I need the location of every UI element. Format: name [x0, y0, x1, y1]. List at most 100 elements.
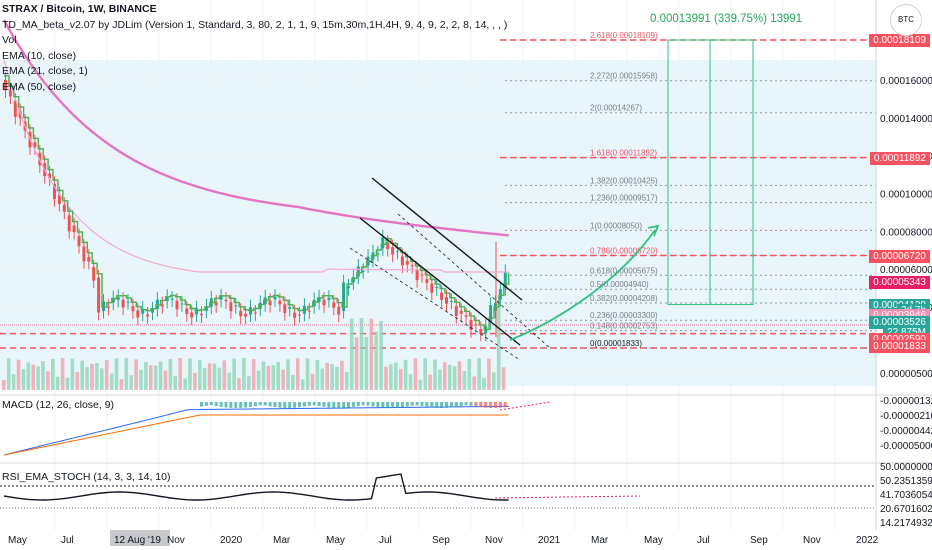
volume-bar: [134, 359, 138, 390]
indicator-ema-10[interactable]: EMA (10, close): [2, 49, 77, 62]
rsi-legend[interactable]: RSI_EMA_STOCH (14, 3, 3, 14, 10): [2, 471, 171, 483]
volume-bar: [227, 372, 231, 390]
candle-body: [219, 296, 223, 300]
macd-histogram-bar: [317, 402, 321, 407]
candle-body: [195, 308, 199, 315]
candle-body: [126, 301, 130, 303]
price-tag: 0.00006720: [869, 249, 930, 263]
price-axis-tick: 0.00008000: [880, 227, 932, 238]
candle-body: [180, 303, 184, 305]
macd-histogram-bar: [361, 402, 365, 406]
macd-legend[interactable]: MACD (12, 26, close, 9): [2, 399, 115, 411]
fib-level-label: 1.236(0.00009517): [590, 194, 658, 203]
candle-body: [214, 302, 218, 306]
channel-trendline: [397, 213, 551, 349]
volume-bar: [447, 364, 452, 390]
candle-body: [18, 111, 22, 119]
volume-bar: [335, 366, 339, 390]
volume-bar: [251, 359, 256, 390]
rsi-axis-tick: 14.21749327: [880, 518, 932, 529]
volume-bar: [60, 358, 65, 390]
macd-histogram-bar: [405, 402, 409, 407]
time-axis-label: Mar: [591, 535, 609, 546]
symbol-title[interactable]: STRAX / Bitcoin, 1W, BINANCE: [2, 3, 157, 15]
candle-body: [234, 305, 238, 307]
fib-level-label: 0(0.00001833): [590, 339, 642, 348]
candle-body: [72, 225, 76, 233]
volume-bar: [144, 361, 148, 390]
candle-body: [293, 312, 297, 318]
volume-bar: [325, 362, 329, 390]
currency-button[interactable]: BTC: [890, 4, 922, 36]
time-axis-label: Jul: [697, 535, 710, 546]
candle-body: [332, 302, 336, 308]
fib-level-label: 2.618(0.00018109): [590, 31, 658, 40]
candle-body: [410, 265, 414, 267]
macd-histogram-bar: [430, 402, 434, 408]
candle-body: [253, 312, 257, 314]
fib-level-label: 0.236(0.00003300): [590, 311, 658, 320]
volume-bar: [21, 369, 26, 390]
indicator-ema-50[interactable]: EMA (50, close): [2, 80, 77, 93]
volume-bar: [124, 358, 129, 390]
candle-body: [327, 297, 331, 300]
volume-bar: [193, 372, 197, 390]
candle-body: [224, 299, 228, 302]
candle-body: [298, 314, 301, 316]
macd-axis-tick: -0.00005000: [880, 441, 932, 452]
volume-bar: [345, 371, 349, 390]
fib-level-label: 1.618(0.00011892): [590, 149, 657, 158]
indicator-ema-21[interactable]: EMA (21, close, 1): [2, 65, 88, 77]
volume-bar: [95, 362, 99, 390]
volume-bar: [389, 364, 393, 390]
candle-body: [445, 297, 448, 304]
candle-body: [420, 274, 424, 276]
candle-body: [131, 306, 135, 312]
time-axis-label: May: [326, 535, 345, 546]
macd-histogram-bar: [494, 402, 497, 408]
volume-bar: [217, 367, 222, 390]
candle-body: [190, 312, 194, 318]
macd-histogram-bar: [204, 402, 208, 406]
macd-trendline: [499, 401, 551, 411]
volume-bar: [153, 365, 158, 390]
candle-body: [361, 270, 365, 272]
volume-bar: [6, 358, 11, 390]
indicator-td-ma[interactable]: TD_MA_beta_v2.07 by JDLim (Version 1, St…: [2, 18, 508, 31]
volume-bar: [472, 376, 476, 390]
volume-bar: [364, 337, 369, 390]
volume-bar: [51, 358, 55, 390]
candle-body: [322, 299, 326, 306]
candle-body: [175, 300, 179, 310]
macd-histogram-bar: [268, 402, 272, 407]
time-axis-label: Sep: [750, 535, 768, 546]
indicator-vol[interactable]: Vol: [2, 34, 17, 46]
candle-body: [454, 306, 458, 316]
candle-body: [464, 315, 468, 317]
volume-bar: [158, 361, 163, 390]
volume-bar: [496, 300, 501, 390]
macd-histogram-bar: [376, 402, 380, 408]
volume-bar: [31, 364, 35, 390]
candle-body: [57, 194, 61, 204]
candle-body: [489, 305, 493, 323]
candle-body: [111, 297, 115, 303]
volume-bar: [423, 358, 427, 390]
volume-bar: [100, 368, 104, 390]
volume-bar: [403, 359, 408, 390]
time-axis-label: 2020: [220, 535, 243, 546]
volume-bar: [467, 358, 472, 390]
macd-histogram-bar: [503, 402, 507, 408]
macd-histogram-bar: [440, 402, 444, 408]
macd-histogram-bar: [278, 402, 282, 408]
volume-bar: [11, 374, 16, 390]
volume-bar: [501, 367, 506, 390]
macd-histogram-bar: [322, 402, 326, 407]
candle-body: [87, 256, 91, 262]
volume-bar: [428, 374, 432, 390]
candle-body: [469, 319, 473, 331]
candle-body: [337, 306, 341, 315]
macd-histogram-bar: [371, 402, 375, 407]
macd-histogram-bar: [449, 402, 453, 408]
